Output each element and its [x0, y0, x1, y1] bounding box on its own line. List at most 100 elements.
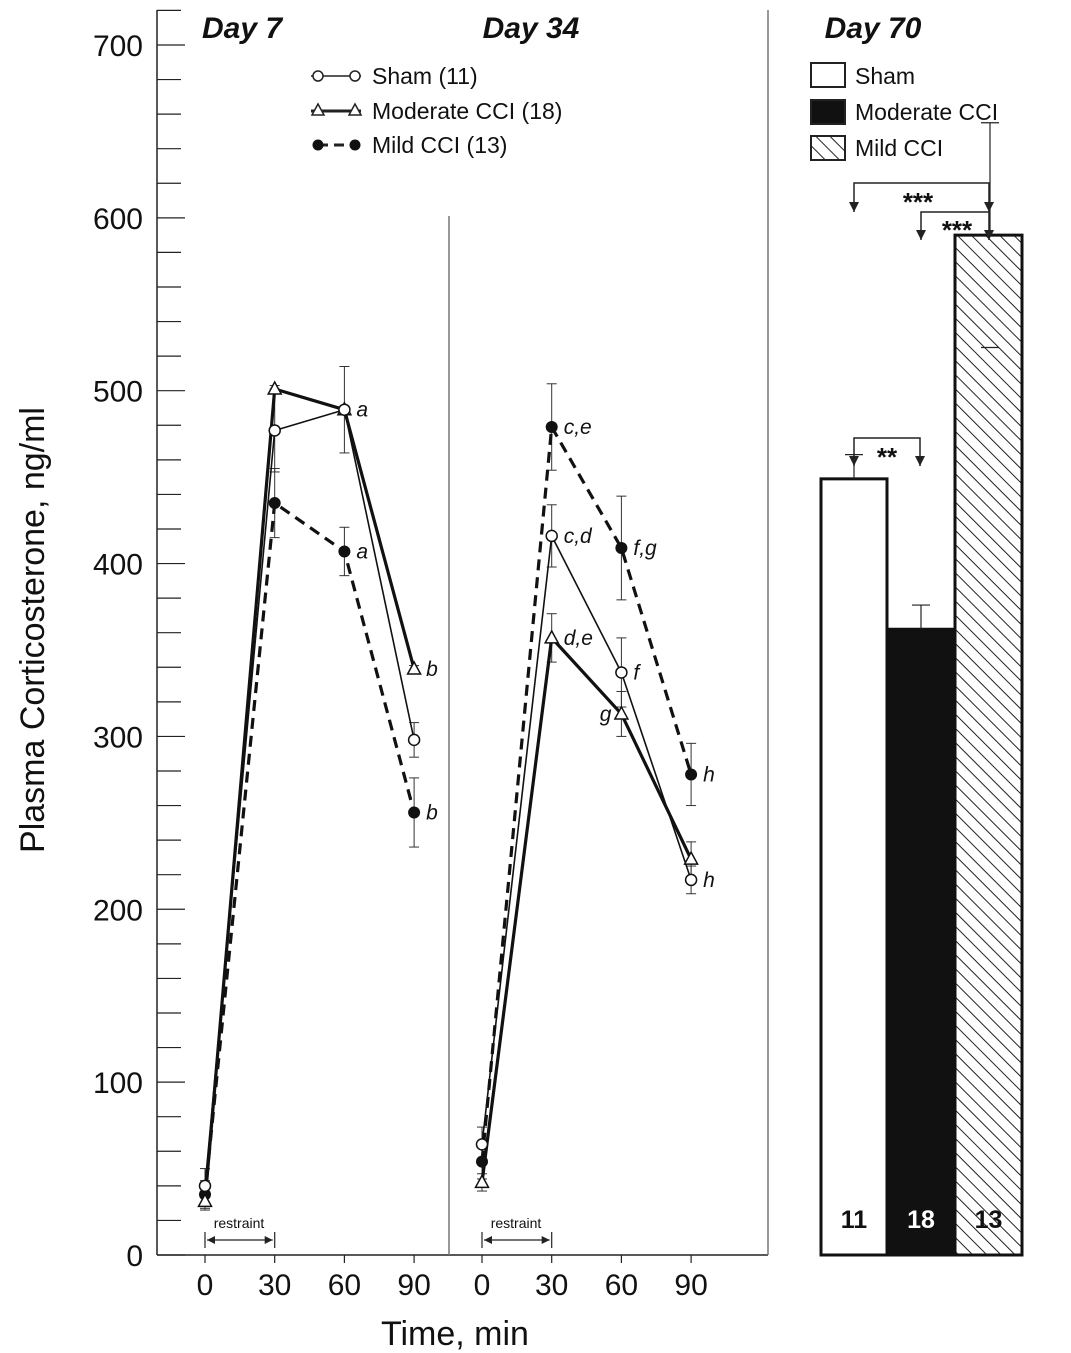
restraint-arrowhead — [484, 1236, 492, 1244]
bar-n-label: 11 — [841, 1206, 868, 1234]
significance-arrowhead — [984, 230, 994, 240]
y-tick-label: 700 — [93, 30, 143, 63]
data-point — [615, 666, 628, 679]
series-line — [204, 408, 415, 1186]
y-tick-label: 100 — [93, 1067, 143, 1100]
x-tick-label: 30 — [535, 1269, 568, 1302]
data-point — [683, 850, 699, 865]
x-tick-label: 60 — [605, 1269, 638, 1302]
significance-bracket — [920, 211, 990, 240]
series-line — [203, 501, 416, 1195]
legend-sham-label: Sham (11) — [372, 63, 478, 89]
data-point — [475, 1138, 489, 1151]
bar-legend: Sham Moderate CCI Mild CCI — [810, 62, 998, 161]
data-point — [543, 629, 560, 644]
legend-bar-moderate-label: Moderate CCI — [855, 99, 998, 125]
x-tick-label: 90 — [674, 1269, 707, 1302]
panel-title-day7: Day 7 — [202, 12, 283, 45]
annotation-label: b — [426, 658, 438, 681]
data-point — [408, 806, 421, 819]
y-tick-label: 0 — [126, 1240, 143, 1273]
legend-moderate-swatch — [810, 99, 846, 125]
y-axis-title: Plasma Corticosterone, ng/ml — [14, 407, 52, 853]
bar-moderate-cci — [885, 627, 957, 1257]
restraint-arrowhead — [207, 1236, 215, 1244]
annotation-label: a — [356, 540, 368, 563]
data-point — [615, 542, 628, 555]
data-point — [406, 660, 422, 675]
significance-arrowhead — [849, 202, 859, 212]
significance-label: *** — [942, 215, 973, 245]
bar-mild-cci — [953, 233, 1024, 1257]
significance-arrowhead — [984, 202, 994, 212]
series-line — [480, 425, 693, 1162]
series-line — [480, 636, 693, 1183]
legend-bar-mild-label: Mild CCI — [855, 135, 943, 161]
data-point — [268, 497, 281, 510]
y-tick-label: 400 — [93, 549, 143, 582]
annotation-label: d,e — [564, 627, 593, 650]
series-line — [203, 387, 416, 1202]
data-point — [198, 1179, 212, 1193]
bar-n-label: 13 — [975, 1206, 1003, 1234]
annotation-label: c,d — [564, 525, 593, 548]
significance-arrowhead — [916, 230, 926, 240]
x-tick-label: 30 — [258, 1269, 291, 1302]
data-point — [474, 1173, 490, 1189]
restraint-label-day7: restraint — [214, 1215, 265, 1231]
y-tick-label: 300 — [93, 721, 143, 754]
significance-arrowhead — [915, 456, 925, 466]
restraint-arrowhead — [541, 1236, 550, 1244]
data-point — [684, 873, 698, 887]
legend-sham-swatch — [810, 62, 846, 88]
line-legend: Sham (11) Moderate CCI (18) Mild CCI (13… — [310, 63, 562, 158]
bar-n-label: 18 — [907, 1206, 935, 1234]
annotation-label: b — [426, 801, 438, 824]
legend-sham-marker — [312, 70, 324, 82]
data-point — [197, 1192, 213, 1208]
data-point — [476, 1155, 488, 1168]
annotation-label: g — [600, 703, 612, 726]
annotation-label: f,g — [633, 537, 657, 560]
significance-bracket — [853, 182, 990, 212]
panel-title-day70: Day 70 — [825, 12, 922, 45]
panel-title-day34: Day 34 — [483, 12, 580, 45]
y-tick-label: 500 — [93, 376, 143, 409]
x-tick-label: 0 — [474, 1269, 491, 1302]
data-point — [268, 424, 281, 437]
legend-bar-sham-label: Sham — [855, 63, 915, 89]
legend-moderate-marker — [310, 102, 326, 116]
bar-sham — [819, 477, 889, 1257]
annotation-label: f — [633, 661, 641, 684]
legend-mild-marker — [312, 139, 324, 151]
significance-label: ** — [877, 442, 898, 472]
annotation-label: h — [703, 763, 715, 786]
restraint-arrowhead — [264, 1236, 273, 1244]
legend-moderate-label: Moderate CCI (18) — [372, 98, 562, 124]
data-point — [338, 545, 351, 558]
annotation-label: a — [356, 399, 368, 422]
significance-bracket — [853, 437, 921, 466]
data-point — [338, 403, 351, 416]
x-axis-title: Time, min — [381, 1315, 529, 1353]
plot-layer: 0 100 200 300 400 500 600 700 0 30 60 90 0 30 60 90 a a b b… — [93, 9, 1024, 1302]
series-line — [481, 535, 692, 1145]
legend-mild-swatch — [810, 135, 846, 161]
x-tick-label: 0 — [197, 1269, 214, 1302]
annotation-label: h — [703, 869, 715, 892]
x-tick-label: 90 — [397, 1269, 430, 1302]
legend-mild-label: Mild CCI (13) — [372, 132, 507, 158]
data-point — [685, 768, 698, 781]
data-point — [545, 421, 558, 434]
y-tick-label: 200 — [93, 894, 143, 927]
restraint-label-day34: restraint — [491, 1215, 542, 1231]
annotation-label: c,e — [564, 416, 592, 439]
data-point — [407, 733, 421, 747]
data-point — [545, 529, 558, 543]
significance-arrowhead — [849, 456, 859, 466]
data-point — [266, 380, 283, 395]
x-tick-label: 60 — [328, 1269, 361, 1302]
data-point — [613, 705, 630, 720]
y-tick-label: 600 — [93, 203, 143, 236]
